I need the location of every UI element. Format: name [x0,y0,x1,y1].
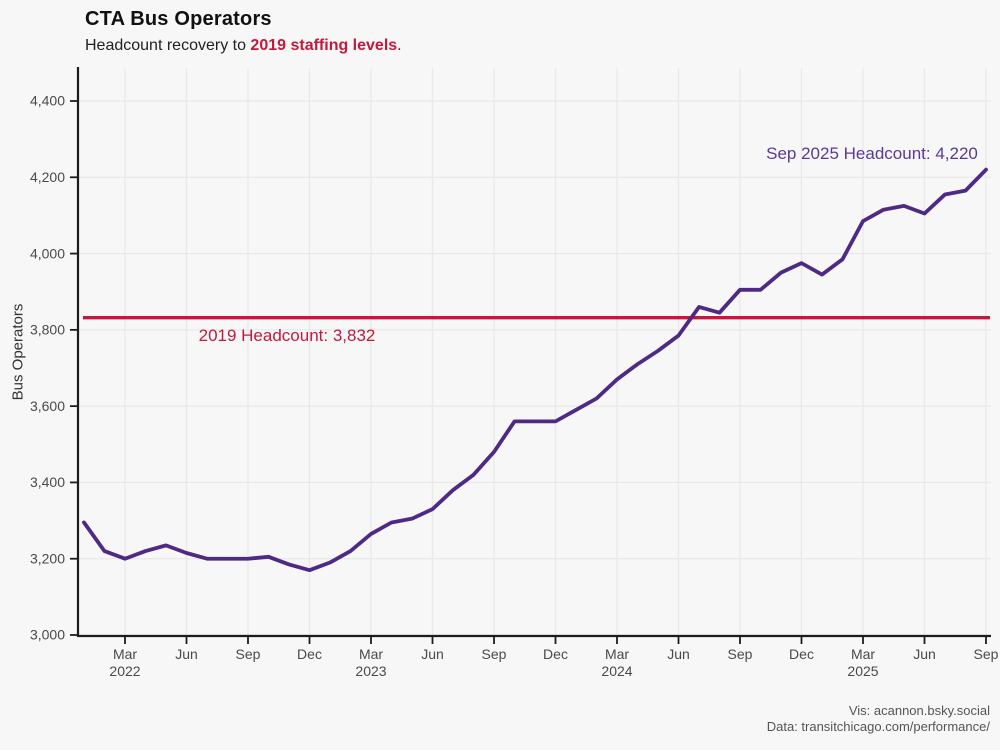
x-tick-year-label: 2024 [601,663,632,679]
x-tick-label: Sep [482,646,507,662]
x-tick-label: Jun [913,646,936,662]
x-tick-label: Dec [543,646,568,662]
chart-title: CTA Bus Operators [85,8,272,30]
chart-subtitle: Headcount recovery to 2019 staffing leve… [85,37,402,55]
data-credit: Data: transitchicago.com/performance/ [766,719,990,734]
x-tick-year-label: 2023 [355,663,386,679]
axes [76,67,991,638]
x-tick-label: Dec [789,646,814,662]
y-tick-label: 4,200 [30,169,65,185]
annotation-sep-2025-headcount: Sep 2025 Headcount: 4,220 [766,144,978,163]
axis-ticks-and-labels: 3,000 3,200 3,400 3,600 3,800 4,000 4,200 4,400… [30,93,999,679]
x-tick-label: Sep [974,646,999,662]
headcount-line [82,167,988,573]
x-tick-label: Jun [175,646,198,662]
gridlines [78,68,991,636]
x-tick-label: Dec [297,646,322,662]
subtitle-text: Headcount recovery to [85,37,251,54]
x-tick-label: Jun [667,646,690,662]
vis-credit: Vis: acannon.bsky.social [848,703,990,718]
annotation-2019-headcount: 2019 Headcount: 3,832 [198,326,376,345]
y-tick-label: 3,800 [30,322,65,338]
y-axis-title: Bus Operators [9,303,27,401]
y-tick-label: 4,000 [30,245,65,261]
y-tick-label: 3,400 [30,474,65,490]
x-tick-year-label: 2025 [847,663,878,679]
y-tick-label: 3,200 [30,550,65,566]
x-tick-label: Mar [851,646,875,662]
x-tick-label: Mar [359,646,383,662]
y-tick-label: 3,000 [30,627,65,643]
x-tick-label: Sep [236,646,261,662]
x-tick-year-label: 2022 [109,663,140,679]
x-tick-label: Jun [421,646,444,662]
y-tick-label: 4,400 [30,93,65,109]
subtitle-period: . [397,37,402,54]
credits: Vis: acannon.bsky.social Data: transitch… [767,703,990,735]
x-tick-label: Mar [113,646,137,662]
x-tick-label: Sep [728,646,753,662]
y-tick-label: 3,600 [30,398,65,414]
x-tick-label: Mar [605,646,629,662]
subtitle-highlight: 2019 staffing levels [250,37,398,54]
